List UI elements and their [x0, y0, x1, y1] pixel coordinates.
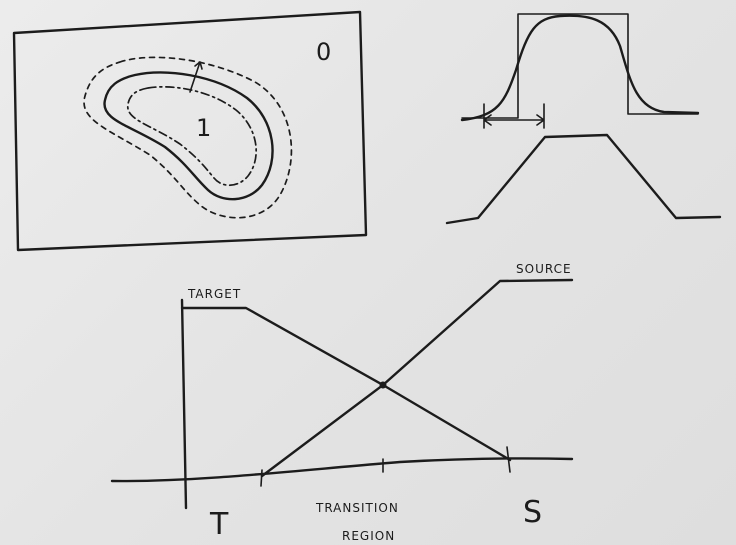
crossover-point [379, 381, 387, 389]
target-label: TARGET [187, 287, 241, 301]
smooth-profile [460, 14, 700, 122]
tick-t [260, 469, 263, 487]
pulse-sketch [445, 13, 722, 225]
region-frame [12, 10, 368, 252]
outer-dashed-boundary [83, 56, 293, 219]
crossover-chart [110, 278, 574, 510]
region-sketch [12, 10, 368, 252]
solid-boundary [103, 71, 274, 201]
inner-dashdot-boundary [127, 85, 258, 187]
outer-region-label: 0 [316, 38, 331, 66]
step-profile [461, 13, 699, 119]
boundary-arrow [189, 61, 203, 93]
target-curve [180, 306, 512, 462]
trapezoid-profile [445, 133, 722, 225]
transition-label-line2: REGION [342, 529, 395, 543]
source-curve [260, 278, 574, 478]
width-arrow [483, 103, 545, 129]
inner-region-label: 1 [196, 114, 211, 142]
x-axis [110, 457, 574, 483]
t-label: T [209, 507, 229, 542]
y-axis [180, 298, 188, 510]
transition-label-line1: TRANSITION [315, 501, 399, 515]
s-label: S [523, 495, 542, 530]
source-label: SOURCE [516, 262, 572, 276]
